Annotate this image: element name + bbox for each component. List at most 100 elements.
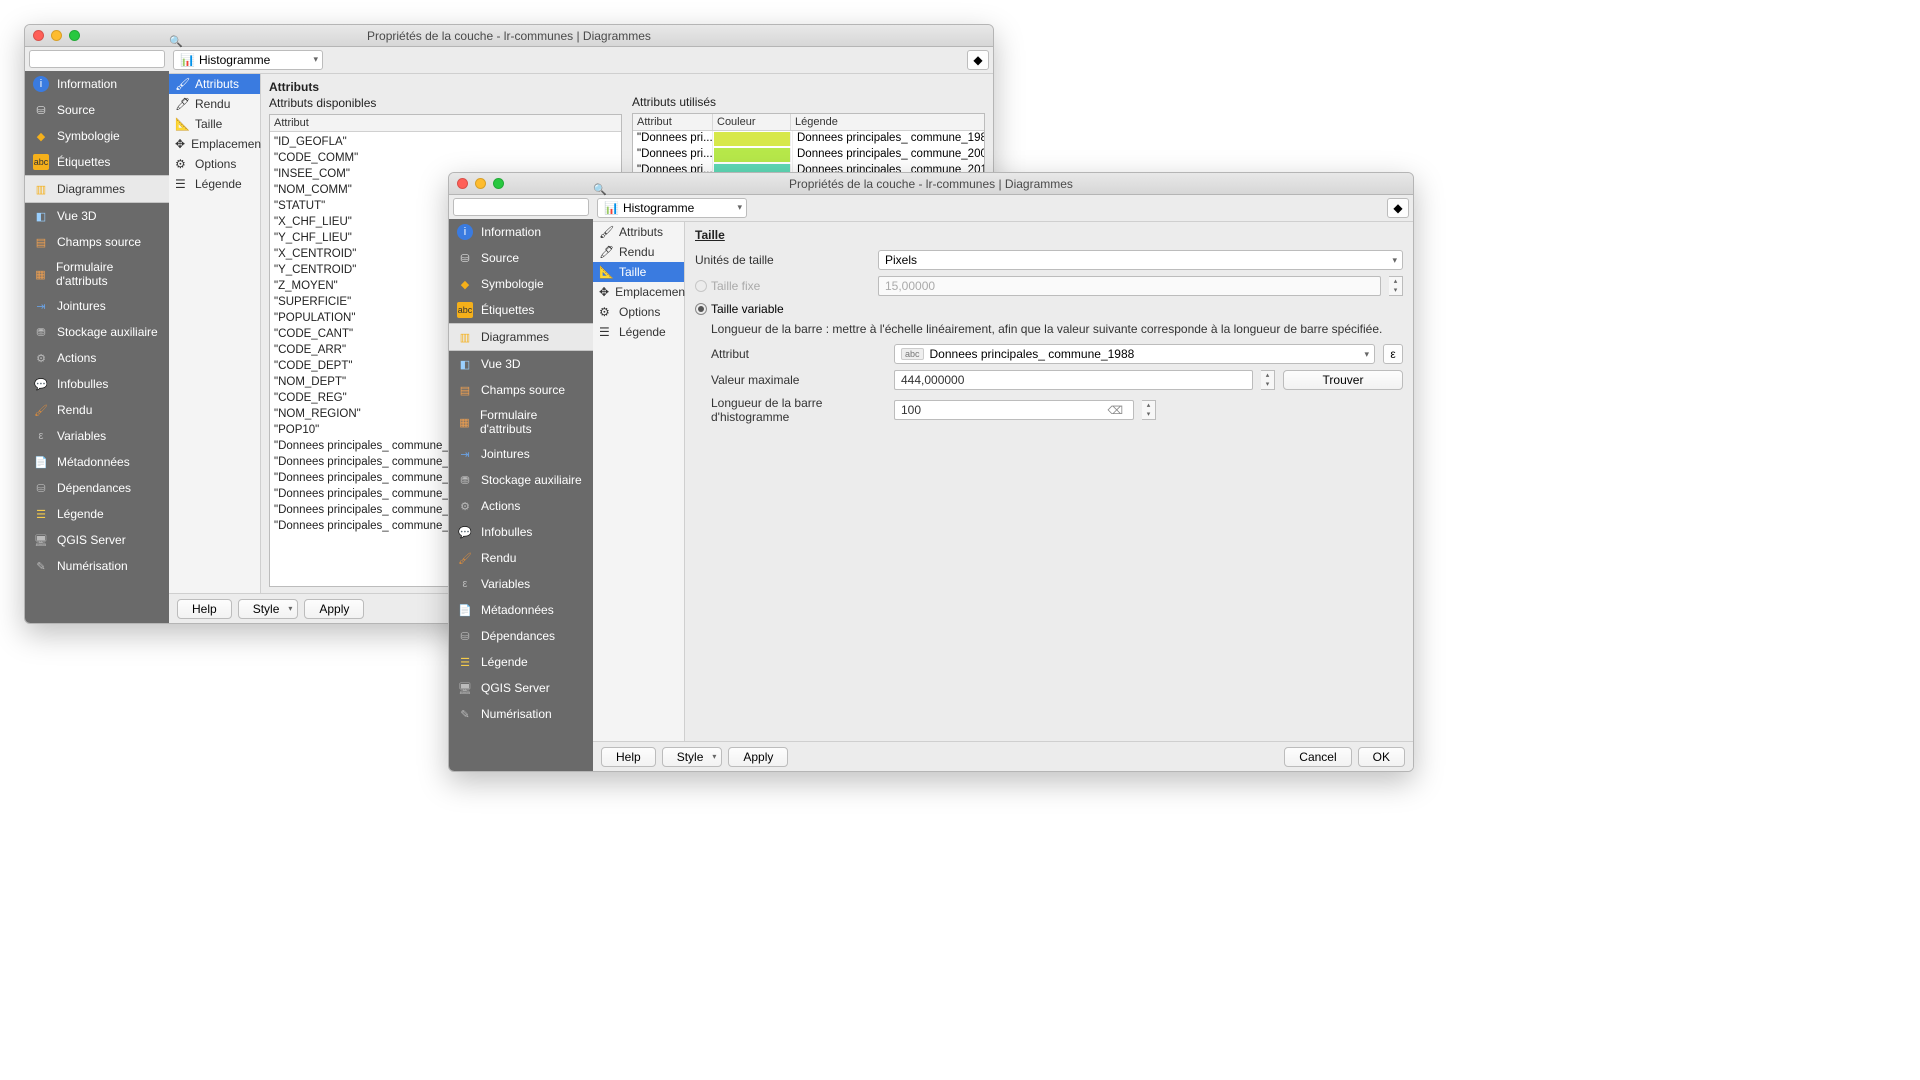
subnav-item-l-gende[interactable]: ☰Légende	[169, 174, 260, 194]
diagram-icon-button[interactable]: ◆	[967, 50, 989, 70]
subnav-item-emplacement[interactable]: ✥Emplacement	[593, 282, 684, 302]
close-icon[interactable]	[457, 178, 468, 189]
sidebar-item-qgis-server[interactable]: 🖥QGIS Server	[25, 527, 169, 553]
num-risation-icon: ✎	[457, 706, 473, 722]
options-icon: ⚙	[599, 305, 613, 319]
minimize-icon[interactable]	[475, 178, 486, 189]
sidebar-item-m-tadonn-es[interactable]: 📄Métadonnées	[449, 597, 593, 623]
sidebar-item-information[interactable]: iInformation	[25, 71, 169, 97]
sidebar-item-l-gende[interactable]: ☰Légende	[449, 649, 593, 675]
sidebar-item-infobulles[interactable]: 💬Infobulles	[25, 371, 169, 397]
used-color-cell[interactable]	[713, 131, 793, 147]
subnav-item-label: Emplacement	[615, 285, 688, 299]
sidebar-item-symbologie[interactable]: ◆Symbologie	[25, 123, 169, 149]
used-color-cell[interactable]	[713, 147, 793, 163]
sidebar-item-rendu[interactable]: 🖌Rendu	[449, 545, 593, 571]
help-button[interactable]: Help	[177, 599, 232, 619]
sidebar-item-stockage-auxiliaire[interactable]: ⛃Stockage auxiliaire	[25, 319, 169, 345]
find-button[interactable]: Trouver	[1283, 370, 1403, 390]
sidebar-item-qgis-server[interactable]: 🖥QGIS Server	[449, 675, 593, 701]
sidebar-item-l-gende[interactable]: ☰Légende	[25, 501, 169, 527]
sidebar-item-d-pendances[interactable]: ⛁Dépendances	[25, 475, 169, 501]
used-attributes-table[interactable]: Attribut Couleur Légende "Donnees pri...…	[632, 113, 985, 180]
style-button[interactable]: Style	[238, 599, 299, 619]
sidebar-item-symbologie[interactable]: ◆Symbologie	[449, 271, 593, 297]
sidebar-item-infobulles[interactable]: 💬Infobulles	[449, 519, 593, 545]
sidebar-search-input[interactable]	[29, 50, 165, 68]
histogram-icon: 📊	[180, 53, 195, 67]
available-attribute-row[interactable]: "ID_GEOFLA"	[270, 134, 621, 150]
sidebar-item-champs-source[interactable]: ▤Champs source	[449, 377, 593, 403]
sidebar-item-champs-source[interactable]: ▤Champs source	[25, 229, 169, 255]
sidebar-item-num-risation[interactable]: ✎Numérisation	[25, 553, 169, 579]
diagram-icon-button[interactable]: ◆	[1387, 198, 1409, 218]
sidebar-item-variables[interactable]: εVariables	[25, 423, 169, 449]
barlen-input[interactable]: 100 ⌫	[894, 400, 1134, 420]
sidebar-item-information[interactable]: iInformation	[449, 219, 593, 245]
vue-3d-icon: ◧	[33, 208, 49, 224]
ok-button[interactable]: OK	[1358, 747, 1405, 767]
clear-icon[interactable]: ⌫	[1103, 404, 1127, 417]
sidebar-item-rendu[interactable]: 🖌Rendu	[25, 397, 169, 423]
apply-button[interactable]: Apply	[728, 747, 788, 767]
sidebar-item-diagrammes[interactable]: ▥Diagrammes	[25, 175, 169, 203]
subnav-item-l-gende[interactable]: ☰Légende	[593, 322, 684, 342]
used-attribute-row[interactable]: "Donnees pri...Donnees principales_ comm…	[633, 131, 984, 147]
sidebar-item-jointures[interactable]: ⇥Jointures	[449, 441, 593, 467]
zoom-icon[interactable]	[493, 178, 504, 189]
subnav-item-emplacement[interactable]: ✥Emplacement	[169, 134, 260, 154]
cancel-button[interactable]: Cancel	[1284, 747, 1351, 767]
barlen-spinner[interactable]: ▴▾	[1142, 400, 1156, 420]
minimize-icon[interactable]	[51, 30, 62, 41]
max-value-input[interactable]: 444,000000	[894, 370, 1253, 390]
expression-button[interactable]: ε	[1383, 344, 1403, 364]
max-value-spinner[interactable]: ▴▾	[1261, 370, 1275, 390]
used-attribute-row[interactable]: "Donnees pri...Donnees principales_ comm…	[633, 147, 984, 163]
sidebar-item-m-tadonn-es[interactable]: 📄Métadonnées	[25, 449, 169, 475]
sidebar-item-formulaire-d-attributs[interactable]: ▦Formulaire d'attributs	[25, 255, 169, 293]
fixed-size-radio[interactable]	[695, 280, 707, 292]
used-header-attrib: Attribut	[633, 114, 713, 130]
sidebar-item-actions[interactable]: ⚙Actions	[449, 493, 593, 519]
sidebar-search-input[interactable]	[453, 198, 589, 216]
subnav-item-taille[interactable]: 📐Taille	[593, 262, 684, 282]
close-icon[interactable]	[33, 30, 44, 41]
style-button[interactable]: Style	[662, 747, 723, 767]
available-attribute-row[interactable]: "CODE_COMM"	[270, 150, 621, 166]
sidebar-item-stockage-auxiliaire[interactable]: ⛃Stockage auxiliaire	[449, 467, 593, 493]
sidebar-item-formulaire-d-attributs[interactable]: ▦Formulaire d'attributs	[449, 403, 593, 441]
sidebar-item-vue-3d[interactable]: ◧Vue 3D	[449, 351, 593, 377]
sidebar-item-jointures[interactable]: ⇥Jointures	[25, 293, 169, 319]
zoom-icon[interactable]	[69, 30, 80, 41]
subnav-item-options[interactable]: ⚙Options	[593, 302, 684, 322]
sidebar-item-source[interactable]: ⛁Source	[25, 97, 169, 123]
help-button[interactable]: Help	[601, 747, 656, 767]
subnav-item-taille[interactable]: 📐Taille	[169, 114, 260, 134]
sidebar-item-d-pendances[interactable]: ⛁Dépendances	[449, 623, 593, 649]
units-select[interactable]: Pixels ▾	[878, 250, 1403, 270]
subnav-item-attributs[interactable]: 🖌Attributs	[169, 74, 260, 94]
diagram-type-combo[interactable]: 📊 Histogramme ▾	[597, 198, 747, 218]
chevron-down-icon: ▾	[737, 202, 742, 213]
sidebar-item-actions[interactable]: ⚙Actions	[25, 345, 169, 371]
sidebar-item-diagrammes[interactable]: ▥Diagrammes	[449, 323, 593, 351]
color-swatch	[714, 148, 791, 162]
chevron-down-icon: ▾	[1364, 349, 1369, 360]
sidebar-item-num-risation[interactable]: ✎Numérisation	[449, 701, 593, 727]
sidebar-item--tiquettes[interactable]: abcÉtiquettes	[25, 149, 169, 175]
subnav-item-rendu[interactable]: 🖊Rendu	[593, 242, 684, 262]
used-label: Attributs utilisés	[632, 95, 985, 109]
diagram-type-combo[interactable]: 📊 Histogramme ▾	[173, 50, 323, 70]
sidebar-item--tiquettes[interactable]: abcÉtiquettes	[449, 297, 593, 323]
subnav-item-rendu[interactable]: 🖊Rendu	[169, 94, 260, 114]
attr-select[interactable]: abc Donnees principales_ commune_1988 ▾	[894, 344, 1375, 364]
variable-size-radio[interactable]	[695, 303, 707, 315]
sidebar-item-variables[interactable]: εVariables	[449, 571, 593, 597]
apply-button[interactable]: Apply	[304, 599, 364, 619]
sidebar-item-source[interactable]: ⛁Source	[449, 245, 593, 271]
subnav-item-label: Légende	[619, 325, 666, 339]
sidebar-item-vue-3d[interactable]: ◧Vue 3D	[25, 203, 169, 229]
subnav-item-options[interactable]: ⚙Options	[169, 154, 260, 174]
sidebar-item-label: Dépendances	[481, 629, 555, 643]
subnav-item-attributs[interactable]: 🖌Attributs	[593, 222, 684, 242]
